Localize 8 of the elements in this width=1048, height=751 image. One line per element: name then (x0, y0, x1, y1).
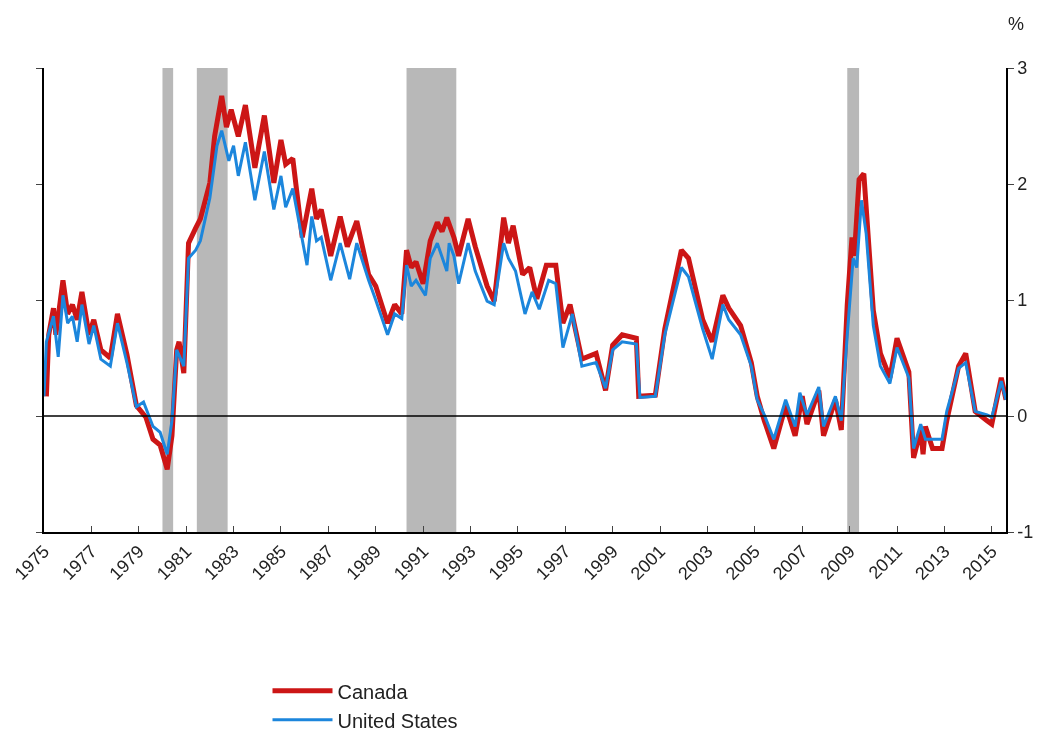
y-tick-label: 3 (1017, 58, 1028, 79)
y-tick-label: 0 (1017, 406, 1028, 427)
y-tick-label: 2 (1017, 174, 1028, 195)
legend-label: United States (337, 709, 458, 732)
y-tick-label: -1 (1017, 522, 1034, 543)
y-tick-label: 1 (1017, 290, 1028, 311)
y-axis-title: % (1008, 14, 1025, 34)
legend-label: Canada (337, 680, 409, 703)
